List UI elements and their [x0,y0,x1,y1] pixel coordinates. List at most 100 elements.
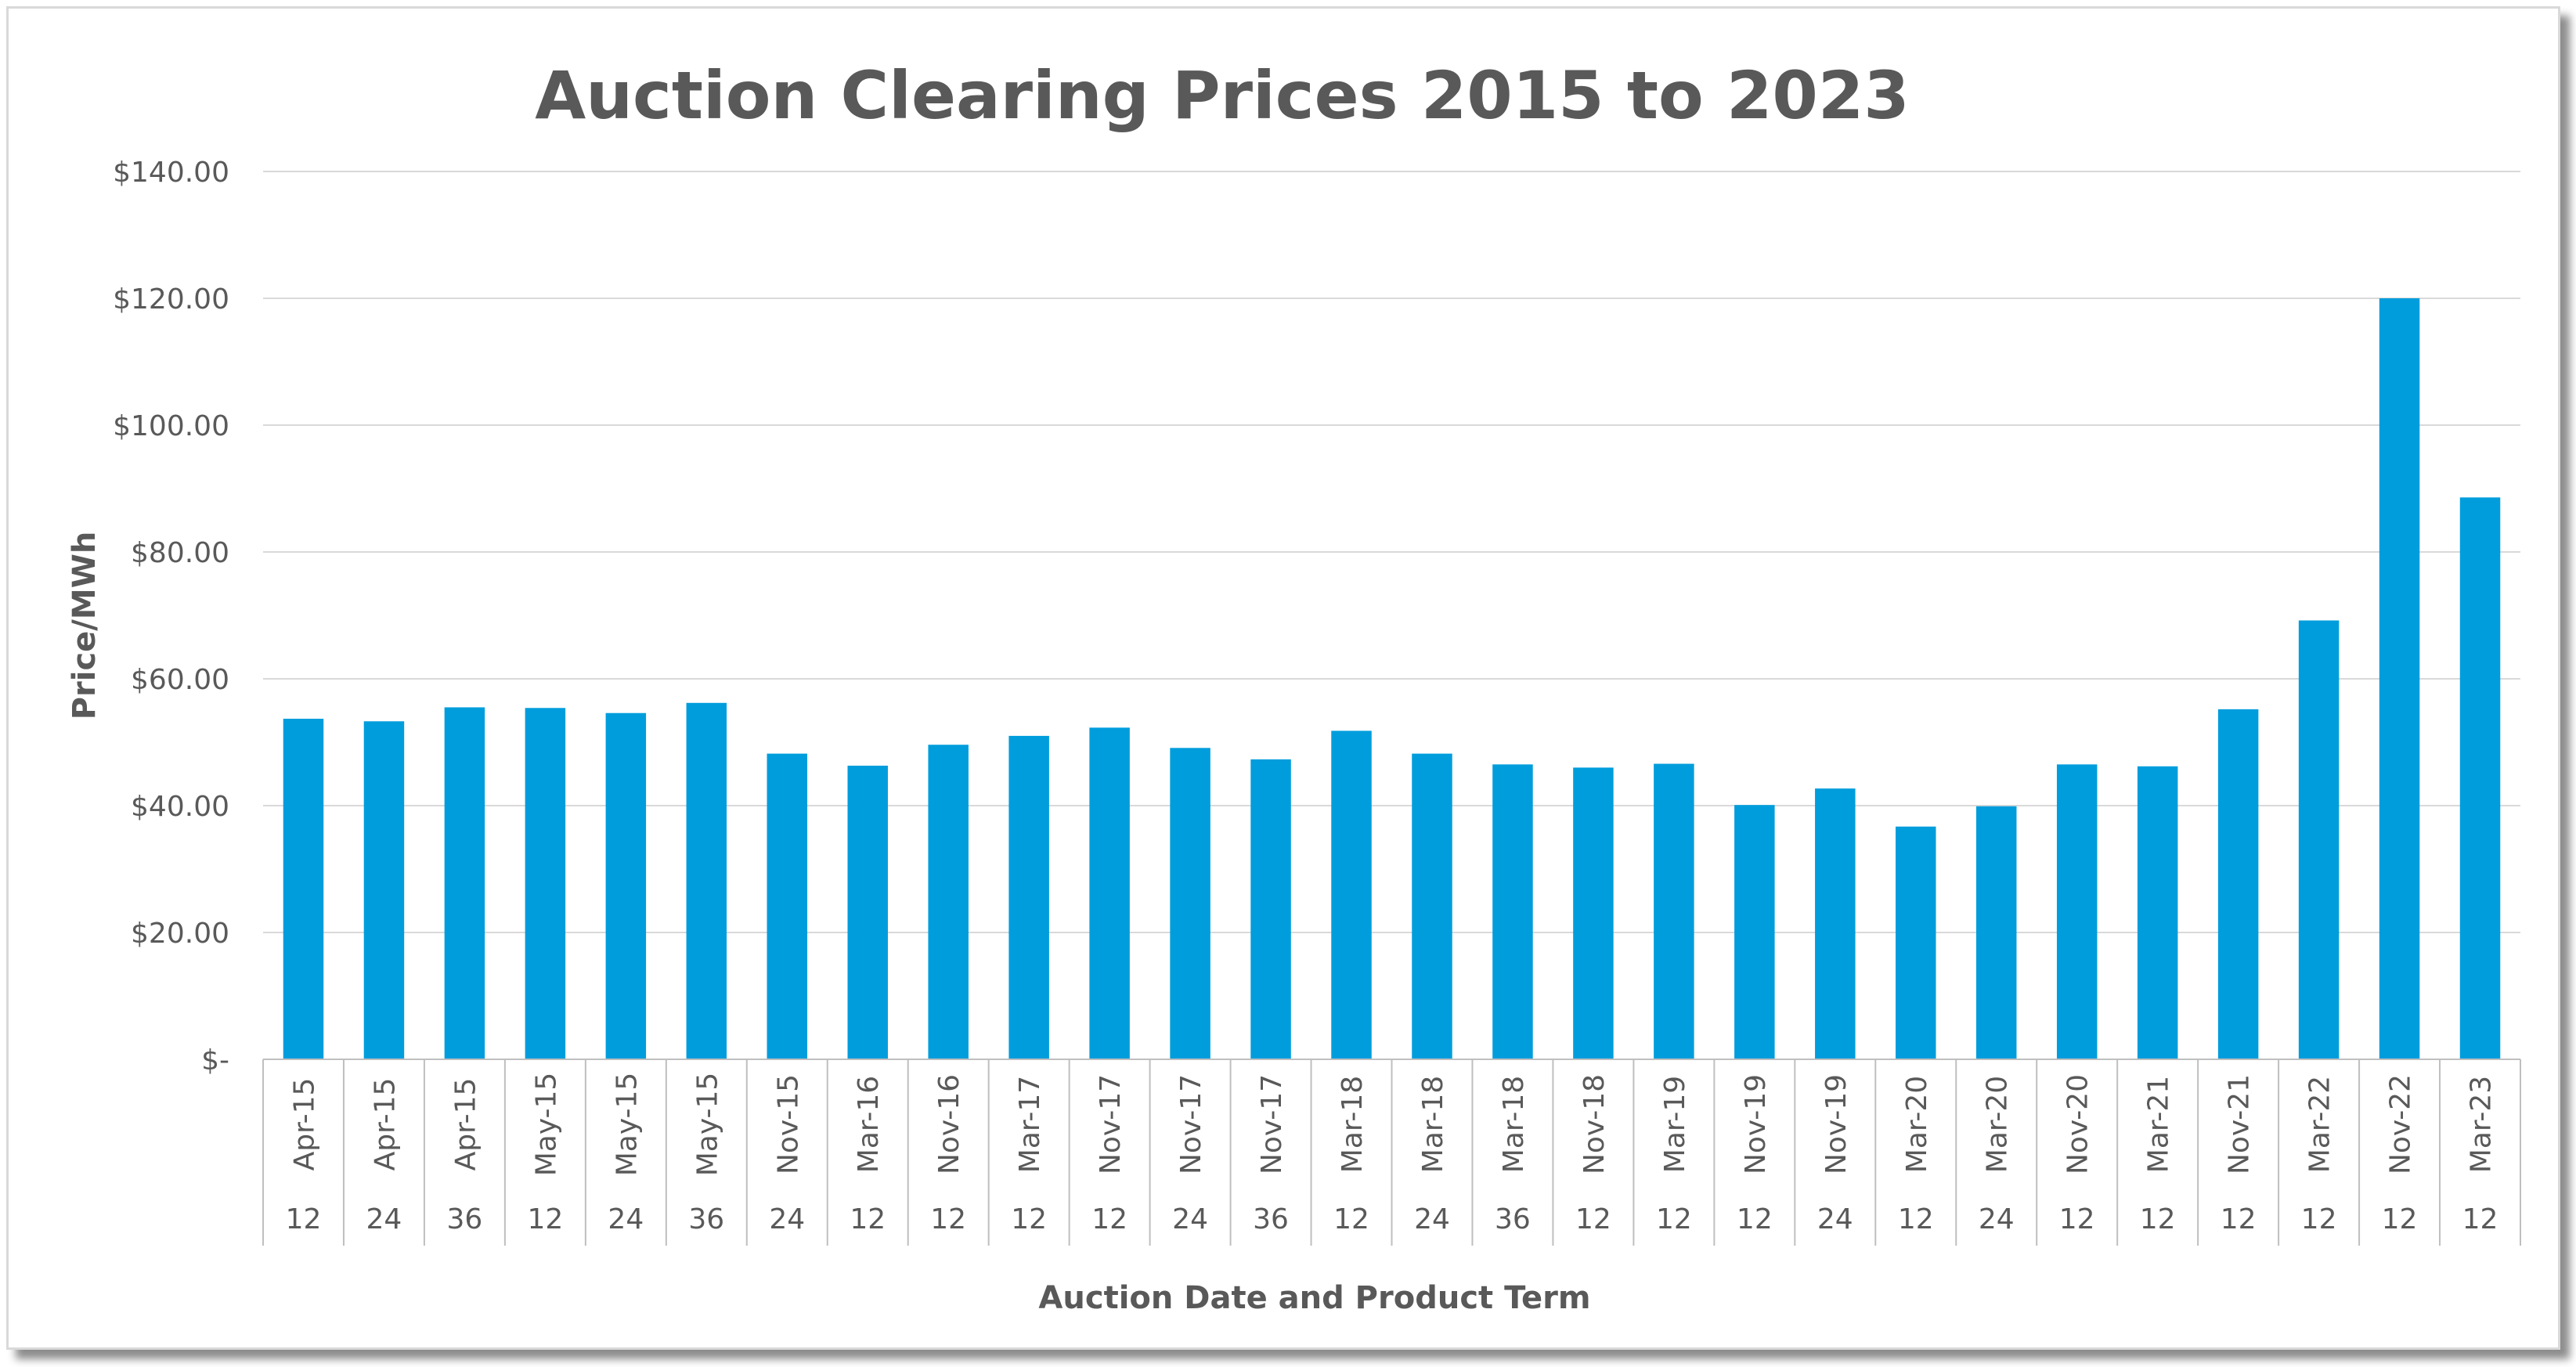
x-date-label: Mar-17 [1014,1076,1046,1173]
bar [1089,727,1130,1059]
x-term-label: 12 [1011,1203,1047,1235]
x-axis-title: Auction Date and Product Term [1038,1280,1590,1316]
x-term-label: 12 [1898,1203,1934,1235]
chart-frame: Auction Clearing Prices 2015 to 2023 $- $… [6,6,2560,1350]
x-date-label: Apr-15 [449,1078,482,1171]
bar [1573,767,1614,1059]
bars [283,298,2501,1059]
x-date-label: Nov-15 [772,1074,804,1174]
x-term-label: 12 [850,1203,886,1235]
x-date-label: Apr-15 [369,1078,401,1171]
y-tick-label: $80.00 [131,537,229,569]
bar [686,702,727,1059]
y-tick-label: $- [201,1044,229,1077]
x-date-label: Mar-18 [1337,1076,1369,1173]
bar [1734,805,1775,1059]
x-term-label: 12 [2221,1203,2257,1235]
x-date-label: Mar-23 [2466,1076,2498,1173]
x-date-label: Mar-18 [1498,1076,1530,1173]
bar [1975,806,2017,1059]
x-term-label: 24 [1414,1203,1450,1235]
x-term-label: 12 [1333,1203,1369,1235]
gridlines [263,171,2520,933]
x-date-label: Nov-21 [2224,1074,2256,1174]
bar [1492,764,1533,1059]
x-term-label: 12 [2382,1203,2418,1235]
y-tick-label: $40.00 [131,791,229,823]
x-term-label: 12 [1091,1203,1127,1235]
x-date-label: Mar-16 [853,1076,885,1173]
y-tick-label: $60.00 [131,664,229,696]
x-date-label: Mar-22 [2304,1076,2336,1173]
x-term-label: 12 [2301,1203,2337,1235]
x-date-label: May-15 [611,1073,643,1177]
bar [1008,735,1049,1059]
x-date-label: Nov-18 [1578,1074,1611,1174]
x-term-label: 36 [1495,1203,1531,1235]
x-date-label: Mar-20 [1901,1076,1933,1173]
bar [928,745,969,1059]
x-term-label: 36 [688,1203,724,1235]
x-term-label: 24 [366,1203,402,1235]
bar [2056,764,2098,1059]
y-tick-label: $100.00 [113,410,229,442]
x-date-label: Nov-20 [2062,1074,2094,1174]
x-term-label: 24 [1817,1203,1853,1235]
y-axis: $- $20.00 $40.00 $60.00 $80.00 $100.00 $120.00… [113,157,229,1077]
x-term-label: 12 [930,1203,966,1235]
bar [444,707,485,1059]
x-date-label: Mar-21 [2143,1076,2175,1173]
x-date-label: Mar-20 [1982,1076,2014,1173]
bar [2217,709,2259,1059]
x-date-label: Mar-18 [1417,1076,1449,1173]
x-date-label: May-15 [691,1073,723,1177]
y-tick-label: $140.00 [113,157,229,189]
x-term-label: 24 [1172,1203,1208,1235]
x-term-label: 12 [2059,1203,2095,1235]
x-date-label: Nov-17 [1095,1074,1127,1174]
x-term-label: 12 [1656,1203,1692,1235]
bar [1331,730,1372,1059]
chart-svg: Auction Clearing Prices 2015 to 2023 $-$… [67,57,2521,1316]
x-date-label: Mar-19 [1659,1076,1691,1173]
x-axis: Apr-15 12 Apr-15 24 Apr-15 36 May-15 12 May-15 24… [262,1059,2521,1246]
bar [1815,788,1856,1059]
x-term-label: 24 [608,1203,644,1235]
x-term-label: 36 [447,1203,483,1235]
bar [2459,497,2501,1059]
bar [363,721,405,1059]
bar [1896,826,1936,1059]
y-axis-title: Price/MWh [67,532,103,720]
bar [525,708,566,1059]
bar [605,712,647,1059]
x-term-label: 12 [1575,1203,1611,1235]
x-date-label: Nov-19 [1820,1074,1853,1174]
bar [2137,766,2178,1059]
x-term-label: 12 [286,1203,322,1235]
x-date-label: May-15 [530,1073,562,1177]
x-date-label: Nov-22 [2385,1074,2417,1174]
bar [2379,298,2420,1059]
bar [767,753,808,1059]
x-date-label: Nov-17 [1256,1074,1288,1174]
x-date-label: Apr-15 [288,1078,320,1171]
bar [847,765,888,1059]
x-term-label: 12 [527,1203,563,1235]
bar [2298,620,2340,1059]
chart-title: Auction Clearing Prices 2015 to 2023 [535,57,1910,134]
y-tick-label: $20.00 [131,918,229,950]
x-date-label: Nov-17 [1175,1074,1207,1174]
bar [283,719,324,1059]
bar [1250,759,1291,1059]
x-term-label: 24 [769,1203,805,1235]
x-date-label: Nov-16 [933,1074,965,1174]
x-date-label: Nov-19 [1740,1074,1772,1174]
x-term-label: 24 [1979,1203,2015,1235]
bar [1412,753,1452,1059]
x-term-label: 36 [1253,1203,1289,1235]
y-tick-label: $120.00 [113,283,229,316]
bar [1170,748,1210,1059]
x-term-label: 12 [2462,1203,2498,1235]
x-term-label: 12 [1737,1203,1773,1235]
x-term-label: 12 [2140,1203,2176,1235]
